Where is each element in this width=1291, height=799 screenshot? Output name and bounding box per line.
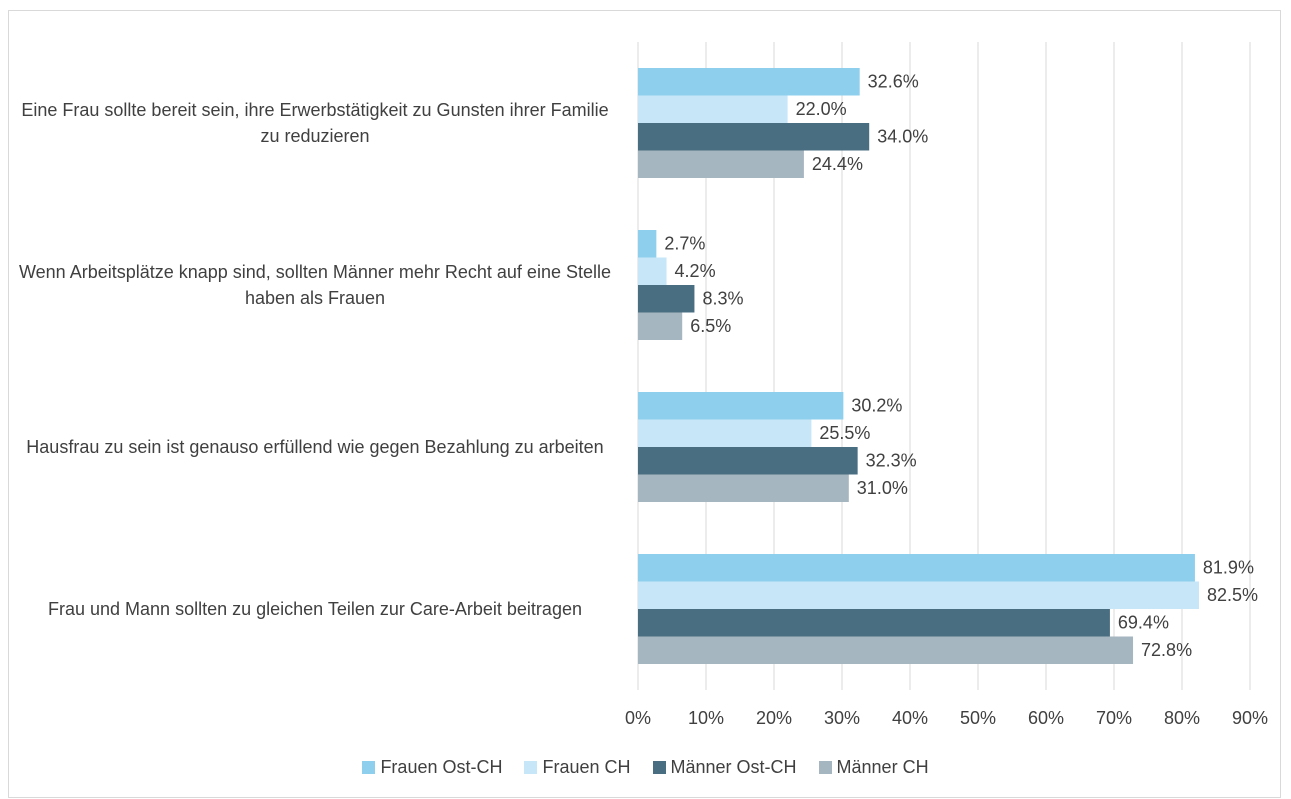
legend: Frauen Ost-CH Frauen CH Männer Ost-CH Männe… [0, 757, 1291, 778]
category-label: Hausfrau zu sein ist genauso erfüllend w… [26, 437, 604, 457]
bar [638, 150, 804, 178]
bar [638, 312, 683, 340]
bar [638, 257, 667, 285]
value-label: 72.8% [1141, 640, 1192, 660]
x-tick-label: 20% [756, 708, 792, 728]
legend-item: Frauen Ost-CH [362, 757, 502, 778]
value-label: 25.5% [819, 423, 870, 443]
legend-swatch [524, 761, 538, 774]
x-tick-label: 10% [688, 708, 724, 728]
bar [638, 95, 788, 123]
value-label: 4.2% [675, 261, 716, 281]
legend-item: Frauen CH [524, 757, 631, 778]
legend-label: Männer CH [836, 757, 929, 777]
value-label: 6.5% [690, 316, 731, 336]
bar [638, 636, 1134, 664]
x-tick-label: 60% [1028, 708, 1064, 728]
value-label: 8.3% [702, 289, 743, 309]
x-tick-label: 80% [1164, 708, 1200, 728]
value-label: 32.6% [868, 72, 919, 92]
value-label: 30.2% [851, 396, 902, 416]
value-label: 22.0% [796, 99, 847, 119]
value-label: 81.9% [1203, 558, 1254, 578]
bar [638, 123, 870, 151]
bar [638, 419, 812, 447]
category-label: Frau und Mann sollten zu gleichen Teilen… [48, 599, 582, 619]
category-label: Eine Frau sollte bereit sein, ihre Erwer… [21, 100, 609, 146]
category-label: Wenn Arbeitsplätze knapp sind, sollten M… [18, 262, 611, 308]
x-tick-label: 40% [892, 708, 928, 728]
chart-border [8, 10, 1281, 798]
value-label: 24.4% [812, 154, 863, 174]
bar [638, 474, 849, 502]
x-tick-label: 30% [824, 708, 860, 728]
bar [638, 285, 695, 313]
bar [638, 392, 844, 420]
value-label: 32.3% [866, 451, 917, 471]
bar [638, 581, 1199, 609]
x-tick-label: 90% [1232, 708, 1268, 728]
legend-swatch [652, 761, 666, 774]
x-tick-label: 50% [960, 708, 996, 728]
bar [638, 230, 657, 258]
legend-label: Frauen Ost-CH [380, 757, 503, 777]
value-label: 2.7% [664, 234, 705, 254]
legend-label: Männer Ost-CH [670, 757, 797, 777]
value-label: 69.4% [1118, 613, 1169, 633]
legend-item: Männer Ost-CH [652, 757, 797, 778]
x-tick-label: 0% [625, 708, 651, 728]
bar [638, 609, 1110, 637]
bar [638, 447, 858, 475]
bar [638, 554, 1195, 582]
legend-swatch [362, 761, 376, 774]
legend-item: Männer CH [818, 757, 929, 778]
value-label: 31.0% [857, 478, 908, 498]
x-tick-label: 70% [1096, 708, 1132, 728]
bar [638, 68, 860, 96]
legend-swatch [818, 761, 832, 774]
value-label: 34.0% [877, 127, 928, 147]
value-label: 82.5% [1207, 585, 1258, 605]
legend-label: Frauen CH [542, 757, 631, 777]
